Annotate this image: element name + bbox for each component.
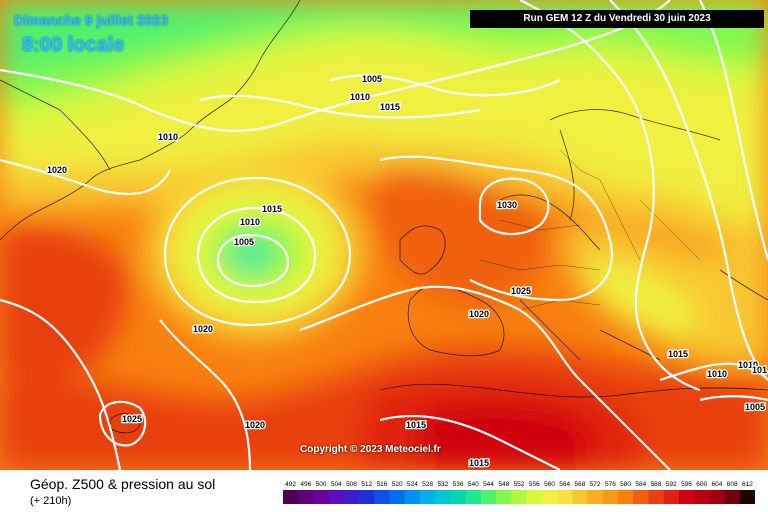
isobar-label: 1015	[380, 102, 400, 112]
scale-swatch	[298, 490, 314, 504]
scale-swatch	[648, 490, 664, 504]
scale-swatch	[572, 490, 588, 504]
scale-tick-label: 508	[346, 481, 357, 488]
scale-tick-label: 548	[498, 481, 509, 488]
scale-swatch	[313, 490, 329, 504]
isobar-label: 1015	[469, 458, 489, 468]
scale-tick-label: 560	[544, 481, 555, 488]
scale-swatch	[633, 490, 649, 504]
scale-swatch	[678, 490, 695, 504]
scale-swatch	[709, 490, 725, 504]
scale-tick-label: 524	[407, 481, 418, 488]
scale-tick-label: 540	[468, 481, 479, 488]
scale-tick-label: 580	[620, 481, 631, 488]
map-title: Géop. Z500 & pression au sol	[30, 476, 216, 492]
isobar-label: 1020	[469, 309, 489, 319]
scale-swatch	[480, 490, 497, 504]
scale-swatch	[739, 490, 755, 504]
isobar-label: 1010	[707, 369, 727, 379]
scale-swatch	[526, 490, 543, 504]
isobar-label: 1015	[668, 349, 688, 359]
scale-tick-label: 568	[574, 481, 585, 488]
isobar-label: 1015	[406, 420, 426, 430]
scale-swatch	[541, 490, 558, 504]
scale-tick-label: 572	[590, 481, 601, 488]
scale-swatch	[450, 490, 466, 504]
scale-tick-label: 532	[437, 481, 448, 488]
scale-tick-label: 584	[635, 481, 646, 488]
isobar-labels: 1005 1010 1015 1010 1020 1015 1010 1005 …	[46, 73, 768, 470]
scale-swatch	[465, 490, 482, 504]
scale-tick-label: 512	[361, 481, 372, 488]
scale-swatch	[557, 490, 573, 504]
scale-tick-label: 528	[422, 481, 433, 488]
isobar-label: 101	[752, 365, 767, 375]
isobar-label: 1025	[511, 286, 531, 296]
scale-tick-label: 556	[529, 481, 540, 488]
isobar-label: 1015	[262, 204, 282, 214]
model-run-label: Run GEM 12 Z du Vendredi 30 juin 2023	[470, 10, 764, 28]
scale-swatch	[404, 490, 421, 504]
scale-swatch	[618, 490, 634, 504]
isobar-label: 1010	[240, 217, 260, 227]
isobar-label: 1005	[234, 237, 254, 247]
scale-swatch	[496, 490, 512, 504]
scale-tick-label: 544	[483, 481, 494, 488]
scale-swatch	[694, 490, 710, 504]
scale-tick-label: 536	[453, 481, 464, 488]
scale-swatch	[602, 490, 619, 504]
scale-swatch	[420, 490, 436, 504]
isobar-label: 1020	[193, 324, 213, 334]
scale-swatch	[435, 490, 451, 504]
isobar-label: 1030	[497, 200, 517, 210]
geopotential-field	[0, 0, 768, 470]
isobar-label: 1010	[738, 360, 758, 370]
scale-swatch	[389, 490, 406, 504]
scale-swatch	[374, 490, 390, 504]
scale-tick-label: 608	[727, 481, 738, 488]
color-scale-labels: 492 496 500 504 508 512 516 520 524 528 532 536 540 5…	[285, 481, 753, 488]
isobar-label: 1005	[362, 74, 382, 84]
scale-swatch	[283, 490, 299, 504]
scale-swatch	[359, 490, 375, 504]
scale-swatch	[343, 490, 360, 504]
forecast-time: 8:00 locale	[22, 34, 125, 56]
scale-tick-label: 604	[711, 481, 722, 488]
color-scale-swatches	[283, 490, 755, 504]
scale-tick-label: 600	[696, 481, 707, 488]
forecast-lead-time: (+ 210h)	[30, 495, 72, 507]
scale-swatch	[328, 490, 345, 504]
geopotential-map: 1005 1010 1015 1010 1020 1015 1010 1005 …	[0, 0, 768, 470]
scale-swatch	[724, 490, 740, 504]
isobar-label: 1005	[745, 402, 765, 412]
forecast-date: Dimanche 9 juillet 2023	[14, 12, 169, 28]
scale-swatch	[663, 490, 680, 504]
copyright: Copyright © 2023 Meteociel.fr	[300, 444, 441, 455]
scale-tick-label: 496	[300, 481, 311, 488]
isobar-label: 1020	[47, 165, 67, 175]
color-scale-legend: 492 496 500 504 508 512 516 520 524 528 532 536 540 5…	[283, 481, 755, 504]
isobar-label: 1010	[350, 92, 370, 102]
scale-tick-label: 588	[651, 481, 662, 488]
isobar-label: 1020	[245, 420, 265, 430]
scale-tick-label: 552	[514, 481, 525, 488]
scale-tick-label: 596	[681, 481, 692, 488]
scale-swatch	[511, 490, 527, 504]
isobar-lines	[0, 0, 768, 470]
scale-tick-label: 504	[331, 481, 342, 488]
isobar-label: 1010	[158, 132, 178, 142]
scale-tick-label: 592	[666, 481, 677, 488]
scale-tick-label: 516	[377, 481, 388, 488]
scale-tick-label: 612	[742, 481, 753, 488]
scale-tick-label: 576	[605, 481, 616, 488]
coastlines	[0, 0, 768, 434]
scale-swatch	[587, 490, 603, 504]
scale-tick-label: 564	[559, 481, 570, 488]
scale-tick-label: 520	[392, 481, 403, 488]
isobar-label: 1025	[122, 414, 142, 424]
scale-tick-label: 500	[316, 481, 327, 488]
scale-tick-label: 492	[285, 481, 296, 488]
